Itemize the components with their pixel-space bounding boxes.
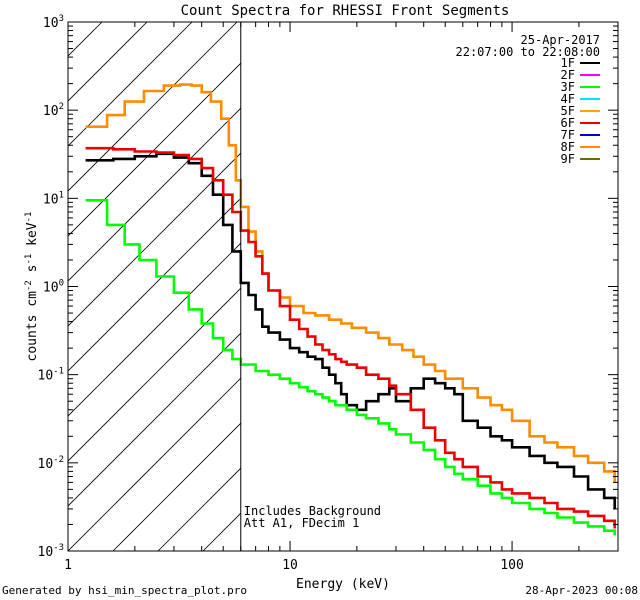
y-tick-label: 103: [43, 14, 64, 31]
hatch-line: [68, 22, 148, 102]
legend-label-4F: 4F: [561, 92, 575, 106]
x-tick-label: 100: [500, 558, 523, 573]
generated-timestamp: 28-Apr-2023 00:08: [525, 584, 638, 597]
legend-label-9F: 9F: [561, 152, 575, 166]
series-line-8F: [85, 83, 616, 483]
chart-title: Count Spectra for RHESSI Front Segments: [181, 3, 510, 19]
legend-time-range: 22:07:00 to 22:08:00: [456, 45, 601, 59]
generator-credit: Generated by hsi_min_spectra_plot.pro: [2, 584, 248, 597]
y-tick-label: 101: [43, 190, 64, 207]
legend-label-1F: 1F: [561, 56, 575, 70]
hatch-line: [68, 22, 238, 192]
hatch-line: [68, 332, 241, 507]
hatch-line: [68, 287, 241, 462]
hatch-line: [68, 197, 241, 372]
y-tick-label: 10-2: [38, 455, 65, 472]
hatch-line: [68, 22, 103, 57]
legend-label-7F: 7F: [561, 128, 575, 142]
hatch-line: [68, 107, 241, 282]
legend-label-8F: 8F: [561, 140, 575, 154]
series-line-6F: [85, 146, 616, 529]
y-tick-label: 10-1: [38, 367, 65, 384]
series-group: [85, 83, 616, 536]
hatch-line: [112, 422, 241, 551]
series-line-3F: [85, 199, 616, 536]
legend-date: 25-Apr-2017: [521, 33, 600, 47]
hatch-line: [68, 152, 241, 327]
series-line-1F: [85, 152, 616, 509]
legend-label-6F: 6F: [561, 116, 575, 130]
annotation-text: Att A1, FDecim 1: [244, 516, 360, 530]
axes-group: 1 10 100 10-3 10-2 10-1 100 101 102 103 Energy (ke…: [24, 14, 619, 592]
legend-label-5F: 5F: [561, 104, 575, 118]
y-axis-title: counts cm-2 s-1 keV-1: [24, 212, 40, 362]
y-tick-label: 100: [43, 279, 64, 296]
hatch-line: [68, 22, 193, 147]
x-tick-label: 10: [282, 558, 298, 573]
y-tick-label: 10-3: [38, 543, 65, 560]
x-axis-title: Energy (keV): [296, 577, 390, 592]
legend-label-3F: 3F: [561, 80, 575, 94]
annotation-text: Includes Background: [244, 504, 381, 518]
hatch-line: [68, 377, 241, 551]
y-tick-label: 102: [43, 102, 64, 119]
legend-label-2F: 2F: [561, 68, 575, 82]
x-tick-label: 1: [64, 558, 72, 573]
